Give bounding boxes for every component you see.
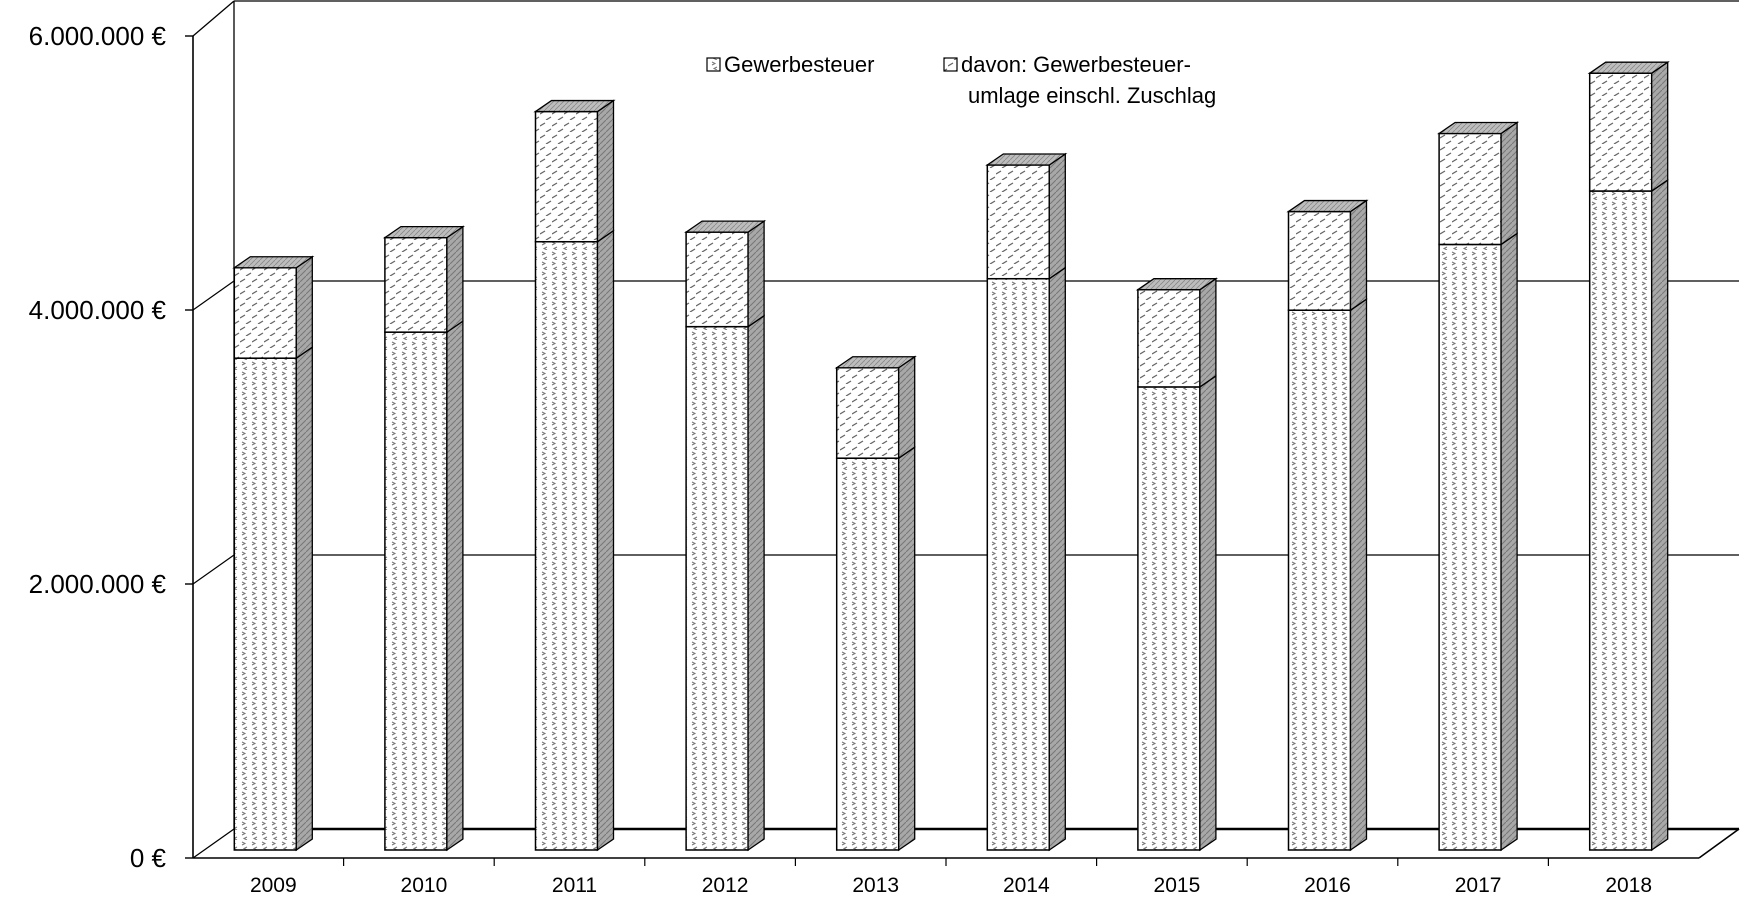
bar-umlage-2010 xyxy=(384,331,448,851)
x-tick-label-2011: 2011 xyxy=(552,874,597,897)
bar-umlage-2016 xyxy=(1287,309,1352,851)
x-tick-label-2012: 2012 xyxy=(702,874,749,897)
bar-top-2018 xyxy=(1587,61,1670,74)
bars xyxy=(232,60,1670,852)
bar-umlage-2013 xyxy=(835,457,900,851)
bar-side-umlage-2015 xyxy=(1199,374,1217,852)
bar-side-umlage-2009 xyxy=(295,345,313,852)
bar-gewerbesteuer-2010 xyxy=(384,236,448,333)
y-tick-label: 0 € xyxy=(130,843,167,873)
x-tick-label-2013: 2013 xyxy=(852,874,899,897)
x-tick-label-2016: 2016 xyxy=(1304,874,1351,897)
y-tick-label: 4.000.000 € xyxy=(29,295,167,325)
bar-gewerbesteuer-2018 xyxy=(1588,72,1653,192)
legend: Gewerbesteuer davon: Gewerbesteuer- umla… xyxy=(706,52,1216,108)
bar-umlage-2015 xyxy=(1137,386,1201,851)
x-tick-label-2009: 2009 xyxy=(250,874,297,897)
bar-side-gewerbesteuer-2013 xyxy=(898,355,916,460)
bar-top-2011 xyxy=(533,99,616,113)
legend-label-gewerbesteuer: Gewerbesteuer xyxy=(724,52,874,77)
bar-side-gewerbesteuer-2017 xyxy=(1500,121,1518,246)
y-tick-label: 2.000.000 € xyxy=(29,569,167,599)
bar-side-umlage-2014 xyxy=(1048,266,1066,852)
bar-side-gewerbesteuer-2014 xyxy=(1048,152,1066,280)
bar-side-gewerbesteuer-2015 xyxy=(1199,277,1217,389)
axis-labels: 0 € 2.000.000 € 4.000.000 € 6.000.000 € 2009… xyxy=(29,21,1652,897)
bar-side-gewerbesteuer-2010 xyxy=(446,225,464,334)
floor-left-edge xyxy=(192,828,235,859)
bar-top-2017 xyxy=(1437,121,1520,135)
bar-side-umlage-2011 xyxy=(596,229,615,852)
bar-gewerbesteuer-2015 xyxy=(1137,288,1201,388)
bar-umlage-2018 xyxy=(1588,190,1653,851)
bar-side-gewerbesteuer-2009 xyxy=(295,255,313,360)
bar-side-umlage-2013 xyxy=(898,445,916,852)
x-tick-label-2018: 2018 xyxy=(1605,874,1652,897)
bar-side-gewerbesteuer-2016 xyxy=(1349,199,1368,312)
bar-top-2016 xyxy=(1286,199,1369,213)
bar-gewerbesteuer-2014 xyxy=(986,164,1051,280)
bar-gewerbesteuer-2009 xyxy=(233,267,298,359)
bar-side-umlage-2016 xyxy=(1349,297,1368,852)
legend-swatch-gewerbesteuer xyxy=(706,57,721,72)
bar-side-umlage-2010 xyxy=(446,319,464,852)
bar-gewerbesteuer-2012 xyxy=(685,231,749,328)
bar-top-2009 xyxy=(232,256,315,269)
x-tick-label-2010: 2010 xyxy=(401,874,448,897)
bar-umlage-2012 xyxy=(685,325,749,851)
bar-side-gewerbesteuer-2012 xyxy=(747,219,765,328)
bar-umlage-2011 xyxy=(534,240,599,851)
bar-top-2012 xyxy=(684,220,767,233)
bar-top-2014 xyxy=(985,153,1068,166)
gridline-diagonal xyxy=(192,280,235,311)
legend-swatch-umlage xyxy=(943,57,958,72)
x-tick-label-2017: 2017 xyxy=(1455,874,1502,897)
bar-umlage-2009 xyxy=(233,357,298,851)
x-tick-label-2014: 2014 xyxy=(1003,874,1050,897)
bar-side-gewerbesteuer-2011 xyxy=(596,99,615,243)
bar-top-2015 xyxy=(1135,278,1218,291)
bar-top-2010 xyxy=(382,225,465,239)
bar-umlage-2017 xyxy=(1438,243,1502,851)
bar-gewerbesteuer-2017 xyxy=(1438,132,1502,246)
legend-label-umlage-line-1: davon: Gewerbesteuer- xyxy=(961,52,1191,77)
bar-side-umlage-2017 xyxy=(1500,232,1518,852)
bar-gewerbesteuer-2016 xyxy=(1287,210,1352,311)
bar-side-umlage-2012 xyxy=(747,314,765,852)
wall-top-edge xyxy=(192,0,235,37)
bar-side-gewerbesteuer-2018 xyxy=(1651,60,1669,193)
floor-right-edge xyxy=(1698,828,1740,859)
gridline-diagonal xyxy=(192,554,235,585)
bar-gewerbesteuer-2011 xyxy=(534,110,599,243)
y-tick-label: 6.000.000 € xyxy=(29,21,167,51)
x-tick-label-2015: 2015 xyxy=(1154,874,1201,897)
legend-label-umlage-line-2: umlage einschl. Zuschlag xyxy=(968,83,1216,108)
bar-gewerbesteuer-2013 xyxy=(835,367,900,459)
bar-side-umlage-2018 xyxy=(1651,178,1669,852)
bar-umlage-2014 xyxy=(986,277,1051,851)
bar-top-2013 xyxy=(834,356,917,369)
